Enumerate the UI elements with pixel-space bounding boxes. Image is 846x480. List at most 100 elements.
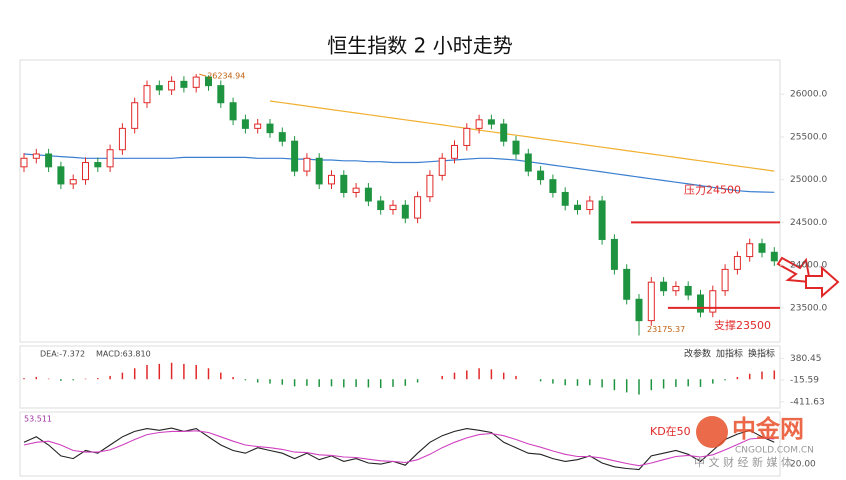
arrow — [776, 256, 812, 284]
candle-body — [205, 76, 212, 87]
chart-title: 恒生指数 2 小时走势 — [327, 34, 512, 58]
candle-body — [389, 204, 397, 211]
candle-body — [192, 76, 200, 88]
candle-body — [32, 153, 40, 159]
candle-body — [500, 123, 508, 142]
candle-body — [266, 123, 274, 134]
candle-body — [758, 243, 766, 253]
y-tick-label: -411.63 — [790, 397, 825, 407]
candle-body — [168, 80, 176, 91]
level-label: 支撑23500 — [714, 318, 771, 332]
y-tick-label: 380.45 — [790, 354, 822, 364]
y-tick-label: 25500.0 — [790, 132, 827, 142]
candle-body — [512, 140, 520, 155]
line — [23, 430, 775, 467]
candle-body — [709, 290, 717, 313]
y-tick-label: 25000.0 — [790, 175, 827, 185]
candle-body — [69, 179, 77, 185]
candle-body — [352, 187, 360, 193]
toolbar-button[interactable]: 换指标 — [748, 348, 775, 360]
candle-body — [414, 196, 422, 219]
candle-body — [241, 119, 249, 129]
candle-body — [217, 85, 225, 104]
y-tick-label: 24500.0 — [790, 218, 827, 228]
candle-body — [291, 140, 299, 172]
candle-body — [623, 268, 631, 300]
main-frame — [19, 59, 781, 343]
candle-body — [426, 174, 434, 198]
candle-body — [746, 243, 754, 258]
kd-header: 53.511 — [24, 415, 52, 424]
candle-body — [463, 127, 471, 146]
candle-body — [549, 179, 557, 193]
macd-header: MACD:63.810 — [96, 350, 151, 359]
candle-body — [721, 268, 729, 292]
pointer — [199, 73, 207, 77]
min-label: 23175.37 — [647, 325, 685, 334]
candle-body — [524, 153, 532, 172]
watermark-name: 中金网 — [732, 415, 804, 443]
candle-body — [20, 157, 28, 168]
candle-body — [45, 153, 53, 168]
candle-body — [340, 174, 348, 193]
toolbar-button[interactable]: 改参数 — [684, 348, 711, 360]
line — [23, 153, 775, 193]
logo — [696, 416, 728, 448]
macd-frame — [19, 345, 781, 409]
candle-body — [94, 162, 102, 168]
kd-frame — [19, 411, 781, 477]
candle-body — [118, 127, 126, 151]
candle-body — [303, 157, 311, 172]
max-label: 26234.94 — [207, 72, 245, 81]
candle-body — [229, 102, 237, 121]
arrows — [776, 256, 840, 299]
candle-body — [364, 187, 372, 202]
y-tick-label: 24000.0 — [790, 261, 827, 271]
candle-body — [438, 157, 446, 176]
y-tick-label: 26000.0 — [790, 90, 827, 100]
candle-body — [315, 157, 323, 185]
candle-body — [733, 256, 741, 270]
kd-note: KD在50 — [650, 425, 691, 438]
candle-body — [57, 166, 65, 185]
candle-body — [770, 251, 778, 262]
y-tick-label: 23500.0 — [790, 303, 827, 313]
candle-body — [574, 204, 581, 211]
candle-body — [647, 281, 655, 322]
candle-body — [684, 285, 692, 296]
candle-body — [697, 294, 704, 313]
candle-body — [401, 204, 409, 219]
candle-body — [328, 174, 335, 185]
candle-body — [155, 85, 163, 91]
candle-body — [475, 119, 483, 129]
line — [23, 427, 775, 471]
y-tick-label: 20.00 — [790, 460, 816, 470]
candle-body — [660, 281, 668, 292]
candle-body — [598, 200, 606, 240]
watermark-url: CNGOLD.COM.CN — [735, 446, 814, 456]
candle-body — [82, 162, 89, 181]
macd-header: DEA:-7.372 — [40, 350, 85, 359]
y-tick-label: -15.59 — [790, 376, 819, 386]
candle-body — [672, 285, 680, 292]
candle-body — [537, 170, 545, 181]
line — [269, 100, 775, 172]
toolbar-button[interactable]: 加指标 — [716, 348, 743, 360]
candle-body — [487, 119, 495, 125]
candle-body — [586, 200, 594, 211]
candle-body — [143, 85, 151, 104]
candle-body — [254, 123, 262, 129]
candle-body — [561, 191, 569, 206]
arrow — [805, 265, 840, 299]
level-label: 压力24500 — [684, 183, 741, 196]
watermark-slogan: 中 文 财 经 新 媒 体 — [694, 455, 792, 469]
candle-body — [610, 238, 618, 270]
candle-body — [278, 132, 286, 142]
candle-body — [106, 149, 114, 168]
candle-body — [377, 200, 385, 211]
candle-body — [635, 298, 643, 322]
candle-body — [131, 102, 139, 129]
candle-body — [180, 80, 188, 88]
candle-body — [451, 144, 458, 159]
